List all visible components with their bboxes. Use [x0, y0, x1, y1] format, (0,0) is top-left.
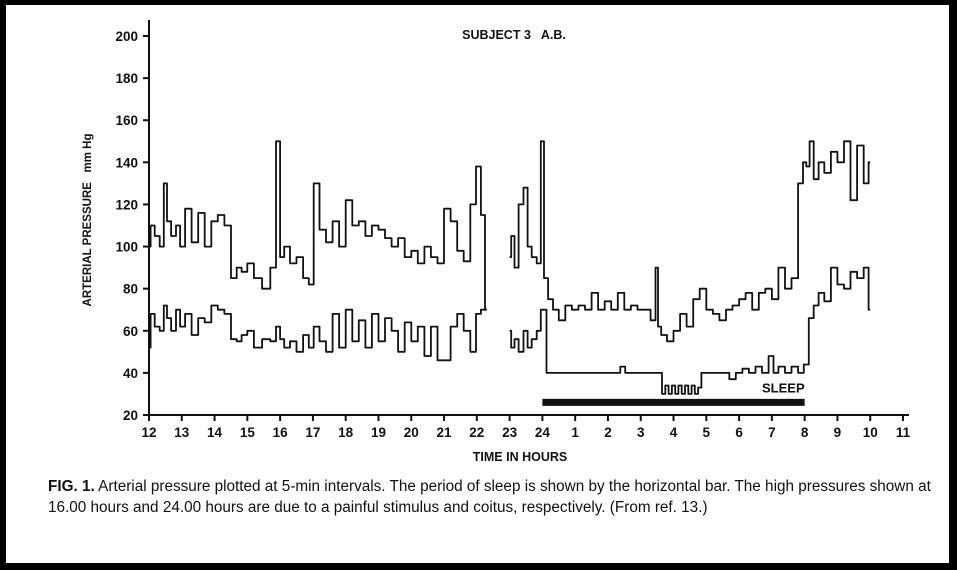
x-tick-label: 3	[637, 425, 645, 440]
y-tick-label: 80	[123, 282, 138, 297]
x-tick-label: 6	[735, 425, 743, 440]
x-tick-label: 2	[604, 425, 612, 440]
sleep-label: SLEEP	[762, 380, 805, 395]
annotation-layer: SLEEP	[542, 380, 805, 406]
y-tick-label: 180	[115, 71, 138, 86]
y-tick-label: 200	[115, 29, 138, 44]
x-tick-label: 24	[535, 425, 551, 440]
y-tick-label: 100	[115, 240, 138, 255]
x-tick-label: 18	[338, 425, 354, 440]
y-tick-label: 160	[115, 113, 138, 128]
x-tick-label: 11	[896, 425, 911, 440]
x-tick-label: 17	[305, 425, 320, 440]
x-tick-label: 1	[571, 425, 579, 440]
x-tick-label: 9	[834, 425, 842, 440]
pressure-trace-3	[149, 304, 487, 362]
y-tick-label: 60	[123, 324, 138, 339]
x-tick-label: 14	[207, 425, 223, 440]
sleep-bar	[542, 398, 805, 406]
y-axis-label: ARTERIAL PRESSURE mm Hg	[82, 134, 94, 307]
pressure-trace-1	[149, 140, 487, 311]
x-tick-label: 21	[437, 425, 453, 440]
x-tick-label: 12	[141, 425, 156, 440]
x-tick-label: 8	[801, 425, 809, 440]
x-tick-label: 23	[502, 425, 518, 440]
y-tick-label: 140	[115, 155, 138, 170]
x-tick-label: 22	[469, 425, 484, 440]
pressure-trace-4	[509, 266, 871, 395]
chart-title: SUBJECT 3 A.B.	[462, 28, 566, 42]
x-tick-label: 20	[404, 425, 419, 440]
caption-label: FIG. 1.	[48, 478, 95, 495]
x-tick-label: 4	[670, 425, 678, 440]
y-tick-label: 120	[115, 197, 138, 212]
y-tick-label: 20	[123, 408, 138, 423]
x-axis-label: TIME IN HOURS	[473, 450, 567, 464]
series-layer	[149, 140, 871, 395]
x-tick-label: 7	[768, 425, 776, 440]
x-tick-label: 15	[240, 425, 256, 440]
figure-frame: 20 40 60 80 100 120 140 160 180 200 12 13 14 15 16 17 18…	[6, 5, 949, 563]
x-tick-label: 13	[174, 425, 190, 440]
y-tick-label: 40	[123, 366, 138, 381]
x-tick-label: 10	[863, 425, 878, 440]
x-tick-label: 16	[273, 425, 289, 440]
caption-text: Arterial pressure plotted at 5-min inter…	[48, 478, 931, 516]
figure-caption: FIG. 1. Arterial pressure plotted at 5-m…	[48, 476, 943, 518]
x-tick-label: 19	[371, 425, 386, 440]
pressure-trace-2	[509, 140, 871, 343]
x-tick-label: 5	[703, 425, 711, 440]
